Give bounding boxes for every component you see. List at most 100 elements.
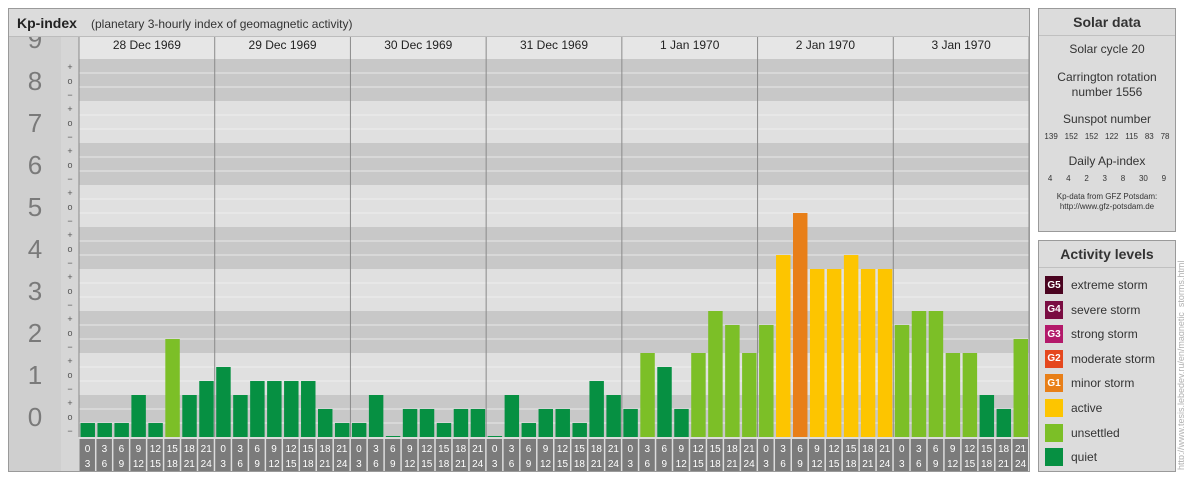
hour-cell	[283, 439, 299, 471]
hour-cell	[571, 439, 587, 471]
kp-bar-43	[809, 269, 825, 437]
kp-bar-1	[97, 423, 112, 437]
minor-tick-label: −	[67, 300, 72, 310]
hour-cell	[656, 439, 672, 471]
y-level-label: 1	[28, 360, 42, 390]
hour-end-label: 3	[899, 459, 905, 470]
kp-bar-27	[538, 408, 553, 437]
legend-swatch: G5	[1045, 276, 1063, 294]
sunspot-label: Sunspot number	[1062, 112, 1152, 126]
hour-cell	[893, 439, 910, 471]
hour-start-label: 3	[237, 444, 243, 455]
hour-start-label: 21	[608, 444, 620, 455]
kp-bar-25	[504, 395, 520, 437]
hour-cell	[690, 439, 706, 471]
hour-end-label: 21	[455, 459, 467, 470]
kp-bar-34	[657, 366, 672, 437]
legend-swatch: G3	[1045, 325, 1063, 344]
hour-start-label: 6	[119, 444, 125, 455]
hour-end-label: 24	[336, 459, 348, 470]
solar-data-panel: Solar data Solar cycle 20 Carrington rot…	[1038, 8, 1176, 232]
hour-end-label: 9	[661, 459, 667, 470]
kp-bar-41	[776, 255, 791, 437]
hour-start-label: 15	[574, 444, 586, 455]
hour-cell	[995, 439, 1012, 471]
legend-label: extreme storm	[1071, 278, 1148, 292]
hour-start-label: 0	[220, 444, 226, 455]
hour-end-label: 3	[628, 459, 634, 470]
hour-cell	[317, 439, 333, 471]
band-level-8	[79, 59, 1029, 101]
hour-end-label: 3	[492, 459, 498, 470]
hour-start-label: 0	[763, 444, 769, 455]
hour-cell	[554, 439, 570, 471]
minor-tick-label: −	[67, 384, 72, 394]
hour-cell	[673, 439, 689, 471]
ap-value-4: 8	[1120, 174, 1126, 183]
hour-start-label: 9	[407, 444, 413, 455]
kp-bar-5	[165, 339, 180, 437]
hour-start-label: 12	[557, 444, 569, 455]
hour-end-label: 12	[540, 459, 552, 470]
hour-end-label: 6	[373, 459, 379, 470]
hour-start-label: 18	[455, 444, 467, 455]
hour-start-label: 0	[628, 444, 634, 455]
minor-tick-label: o	[67, 244, 72, 254]
hour-end-label: 9	[119, 459, 125, 470]
hour-cell	[147, 439, 163, 471]
minor-tick-label: −	[67, 258, 72, 268]
kp-bar-40	[759, 324, 774, 437]
legend-label: active	[1071, 401, 1103, 415]
source-line1: Kp-data from GFZ Potsdam:	[1056, 192, 1158, 201]
hour-end-label: 12	[269, 459, 281, 470]
hour-cell	[300, 439, 316, 471]
hour-cell	[469, 439, 486, 471]
hour-cell	[401, 439, 418, 471]
hour-end-label: 21	[319, 459, 331, 470]
hour-start-label: 9	[271, 444, 277, 455]
kp-bar-32	[623, 408, 638, 437]
legend-swatch: G1	[1045, 374, 1063, 393]
band-level-7	[79, 101, 1029, 143]
hour-start-label: 3	[780, 444, 786, 455]
hour-end-label: 24	[1015, 459, 1027, 470]
kp-bar-3	[131, 395, 146, 437]
legend-item-unsettled: unsettled	[1045, 423, 1120, 443]
hour-end-label: 12	[404, 459, 416, 470]
sunspot-value-1: 152	[1064, 132, 1078, 141]
hour-cell	[435, 439, 452, 471]
hour-start-label: 12	[150, 444, 162, 455]
hour-end-label: 18	[845, 459, 857, 470]
hour-cell	[961, 439, 978, 471]
kp-bar-47	[877, 269, 893, 437]
hour-end-label: 6	[237, 459, 243, 470]
legend-label: unsettled	[1071, 425, 1120, 440]
minor-tick-label: +	[67, 62, 72, 72]
minor-tick-label: +	[67, 356, 72, 366]
kp-bar-6	[182, 395, 197, 437]
hour-start-label: 3	[645, 444, 651, 455]
hour-cell	[605, 439, 621, 471]
hour-start-label: 18	[862, 444, 874, 455]
hour-start-label: 12	[964, 444, 976, 455]
kp-bar-29	[572, 423, 587, 437]
hour-cell	[503, 439, 520, 471]
minor-tick-label: o	[67, 76, 72, 86]
hour-start-label: 3	[102, 444, 108, 455]
kp-bar-16	[351, 423, 367, 437]
hour-end-label: 15	[693, 459, 705, 470]
minor-tick-label: −	[67, 426, 72, 436]
kp-bar-49	[911, 311, 927, 437]
hour-end-label: 3	[220, 459, 226, 470]
hour-cell	[520, 439, 537, 471]
hour-end-label: 9	[390, 459, 396, 470]
hour-start-label: 21	[201, 444, 213, 455]
hour-cell	[910, 439, 927, 471]
hour-end-label: 15	[964, 459, 976, 470]
minor-tick-label: +	[67, 104, 72, 114]
sunspot-values: 139 152 152 122 115 83 78	[1039, 132, 1175, 141]
minor-tick-label: +	[67, 230, 72, 240]
hour-end-label: 24	[608, 459, 620, 470]
kp-bar-44	[826, 269, 842, 437]
hour-start-label: 12	[693, 444, 705, 455]
